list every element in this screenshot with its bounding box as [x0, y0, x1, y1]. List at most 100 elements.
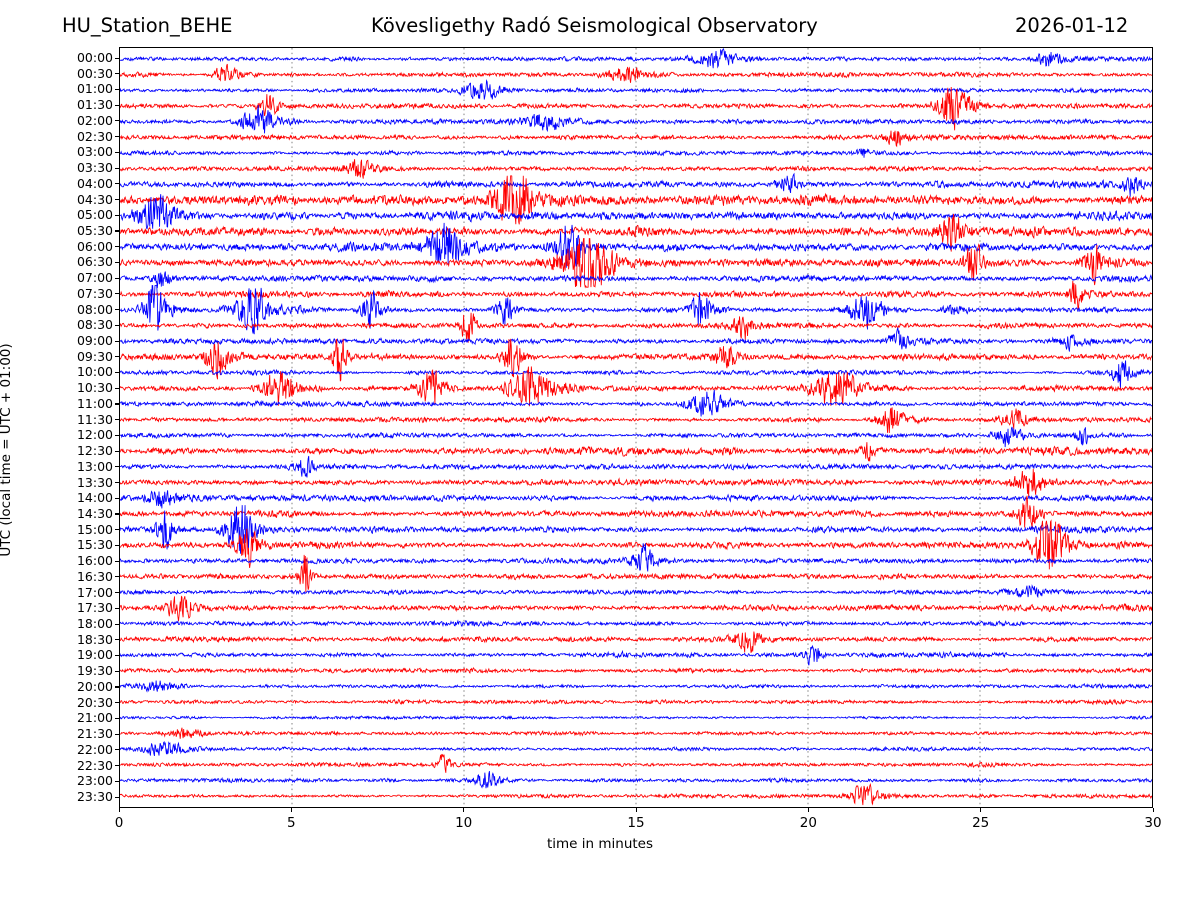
seismic-trace: [120, 214, 1152, 252]
seismic-trace: [120, 223, 1152, 268]
seismogram-plot-area[interactable]: [119, 47, 1153, 808]
x-tick-mark: [807, 808, 809, 813]
seismic-trace: [120, 632, 1152, 653]
station-title: HU_Station_BEHE: [62, 14, 233, 37]
seismic-trace: [120, 586, 1152, 598]
seismic-trace: [120, 286, 1152, 335]
x-tick-label: 30: [1144, 815, 1162, 831]
seismic-trace: [120, 194, 1152, 229]
y-tick-label: 21:00: [76, 710, 113, 726]
y-tick-label: 22:00: [76, 741, 113, 757]
seismic-traces: [120, 48, 1152, 807]
seismic-trace: [120, 366, 1152, 406]
seismic-trace: [120, 105, 1152, 133]
y-tick-label: 09:30: [76, 348, 113, 364]
y-tick-label: 19:00: [76, 647, 113, 663]
y-tick-label: 00:00: [76, 50, 113, 65]
x-tick-mark: [635, 808, 637, 813]
y-tick-label: 15:30: [76, 537, 113, 553]
y-tick-label: 00:30: [76, 65, 113, 81]
y-tick-label: 18:00: [76, 616, 113, 632]
seismic-trace: [120, 456, 1152, 477]
y-tick-label: 06:30: [76, 254, 113, 270]
seismic-trace: [120, 728, 1152, 739]
y-tick-label: 01:00: [76, 81, 113, 97]
seismic-trace: [120, 505, 1152, 554]
y-tick-label: 04:00: [76, 175, 113, 191]
seismic-trace: [120, 716, 1152, 719]
y-tick-label: 03:00: [76, 144, 113, 160]
seismic-trace: [120, 339, 1152, 381]
seismic-trace: [120, 543, 1152, 571]
y-tick-label: 13:30: [76, 474, 113, 490]
x-tick-mark: [1152, 808, 1154, 813]
seismic-trace: [120, 646, 1152, 665]
y-tick-label: 06:00: [76, 238, 113, 254]
seismic-trace: [120, 313, 1152, 343]
y-tick-label: 18:30: [76, 631, 113, 647]
y-tick-label: 05:30: [76, 222, 113, 238]
y-tick-label: 12:00: [76, 427, 113, 443]
x-tick-mark: [980, 808, 982, 813]
seismic-trace: [120, 784, 1152, 805]
y-tick-label: 01:30: [76, 97, 113, 113]
x-tick-label: 0: [114, 815, 124, 831]
y-tick-label: 10:00: [76, 364, 113, 380]
seismic-trace: [120, 174, 1152, 197]
y-tick-label: 11:30: [76, 411, 113, 427]
seismic-trace: [120, 390, 1152, 417]
x-tick-label: 5: [287, 815, 296, 831]
y-tick-label: 19:30: [76, 663, 113, 679]
y-tick-label: 08:00: [76, 301, 113, 317]
y-tick-label: 13:00: [76, 458, 113, 474]
y-tick-label: 10:30: [76, 380, 113, 396]
seismic-trace: [120, 742, 1152, 756]
y-tick-label: 09:00: [76, 333, 113, 349]
y-tick-label: 05:00: [76, 207, 113, 223]
x-tick-mark: [118, 808, 120, 813]
seismic-trace: [120, 272, 1152, 288]
seismic-trace: [120, 596, 1152, 621]
y-tick-label: 02:30: [76, 128, 113, 144]
y-tick-label: 23:30: [76, 789, 113, 804]
seismic-trace: [120, 87, 1152, 130]
y-tick-label: 04:30: [76, 191, 113, 207]
y-tick-label: 07:30: [76, 285, 113, 301]
seismic-trace: [120, 681, 1152, 692]
seismic-trace: [120, 64, 1152, 83]
y-tick-label: 02:00: [76, 112, 113, 128]
seismic-trace: [120, 176, 1152, 225]
y-tick-label: 17:00: [76, 584, 113, 600]
seismic-trace: [120, 621, 1152, 627]
y-tick-label: 11:00: [76, 395, 113, 411]
observatory-title: Kövesligethy Radó Seismological Observat…: [371, 14, 818, 37]
x-tick-label: 20: [799, 815, 817, 831]
x-tick-label: 25: [972, 815, 990, 831]
seismic-trace: [120, 281, 1152, 310]
seismic-trace: [120, 427, 1152, 447]
y-tick-label: 16:30: [76, 568, 113, 584]
y-tick-label: 20:00: [76, 678, 113, 694]
seismic-trace: [120, 754, 1152, 773]
seismic-trace: [120, 407, 1152, 433]
y-tick-label: 08:30: [76, 317, 113, 333]
x-tick-label: 10: [455, 815, 473, 831]
y-tick-label: 15:00: [76, 521, 113, 537]
seismic-trace: [120, 239, 1152, 288]
seismic-trace: [120, 149, 1152, 158]
y-tick-label: 14:30: [76, 505, 113, 521]
seismic-trace: [120, 131, 1152, 147]
date-title: 2026-01-12: [1015, 14, 1129, 37]
y-tick-label: 16:00: [76, 553, 113, 569]
seismic-trace: [120, 159, 1152, 178]
seismic-trace: [120, 496, 1152, 529]
seismic-trace: [120, 490, 1152, 508]
y-axis-label: UTC (local time = UTC + 01:00): [0, 343, 14, 557]
seismic-trace: [120, 668, 1152, 673]
x-tick-mark: [463, 808, 465, 813]
seismic-trace: [120, 469, 1152, 497]
x-tick-mark: [290, 808, 292, 813]
seismic-trace: [120, 49, 1152, 68]
y-tick-label: 22:30: [76, 757, 113, 773]
